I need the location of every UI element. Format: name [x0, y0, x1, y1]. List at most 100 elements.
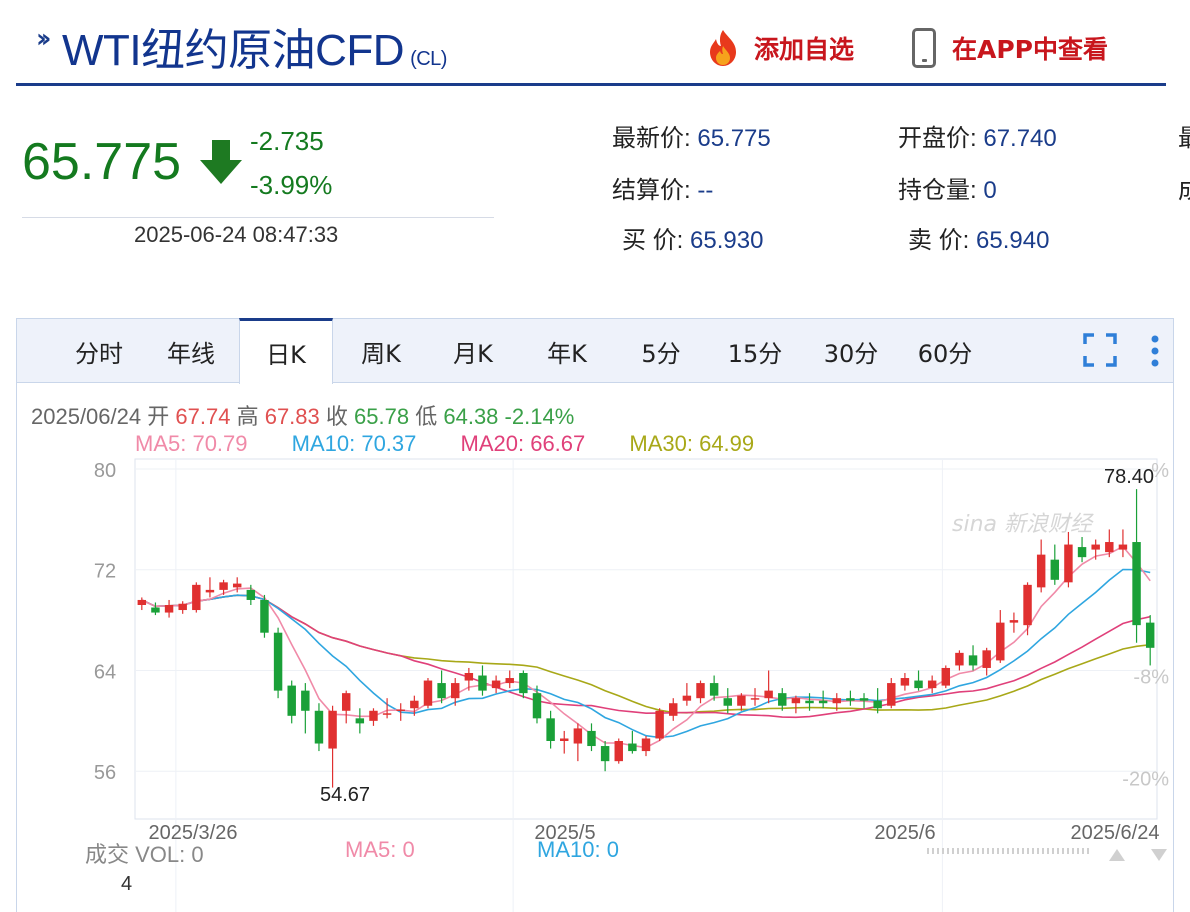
candle-body	[341, 693, 351, 711]
ma10-value: MA10: 70.37	[291, 431, 417, 456]
more-vertical-icon[interactable]	[1147, 331, 1163, 371]
candle-body	[573, 728, 583, 744]
candle-body	[805, 700, 814, 704]
tab-30min[interactable]: 30分	[823, 339, 879, 368]
quote-clipped: 成	[1178, 170, 1190, 205]
instrument-name: WTI纽约原油CFD	[62, 26, 405, 75]
candle-body	[369, 710, 378, 721]
quote-open-interest: 持仓量: 0	[898, 170, 997, 205]
tab-daily-k[interactable]: 日K	[239, 318, 333, 384]
ohlc-close: 65.78	[354, 404, 410, 429]
scroll-up-icon	[1109, 849, 1125, 861]
ma20-value: MA20: 66.67	[460, 431, 586, 456]
candle-body	[1064, 544, 1073, 583]
tab-yearly-k[interactable]: 年K	[547, 339, 587, 368]
candle-body	[164, 605, 174, 613]
tab-weekly-k[interactable]: 周K	[361, 339, 401, 368]
candle-body	[260, 599, 269, 633]
quote-settle: 结算价: --	[612, 170, 713, 205]
quote-label: 结算价:	[612, 177, 691, 204]
candle-body	[955, 652, 964, 666]
ohlc-high: 67.83	[264, 404, 320, 429]
quote-ask: 卖 价: 65.940	[908, 220, 1049, 255]
candle-body	[709, 683, 719, 696]
candle-body	[355, 718, 365, 724]
candle-body	[328, 710, 337, 749]
candle-body	[750, 698, 760, 700]
quote-value: 0	[983, 177, 997, 204]
add-watchlist-button[interactable]: 添加自选	[704, 28, 854, 68]
open-app-button[interactable]: 在APP中查看	[912, 28, 1108, 68]
candle-body	[682, 695, 692, 701]
tab-year-line[interactable]: 年线	[167, 339, 215, 368]
candle-body	[560, 738, 569, 741]
candle-body	[410, 700, 419, 709]
quote-last: 最新价: 65.775	[612, 118, 771, 153]
tab-monthly-k[interactable]: 月K	[453, 339, 493, 368]
ma30-value: MA30: 64.99	[629, 431, 755, 456]
ohlc-readout: 2025/06/24 开 67.74 高 67.83 收 65.78 低 64.…	[31, 399, 574, 431]
candle-body	[273, 632, 283, 691]
candle-body	[301, 690, 310, 711]
ohlc-low: 64.38	[443, 404, 499, 429]
quote-label: 最新价:	[612, 125, 691, 152]
candle-body	[587, 730, 596, 747]
candle-body	[1118, 544, 1128, 550]
candle-body	[178, 603, 187, 611]
candle-body	[1105, 542, 1114, 553]
tab-intraday[interactable]: 分时	[75, 339, 123, 368]
quote-value: 65.940	[976, 227, 1050, 254]
candle-body	[764, 690, 773, 699]
quote-clipped: 最	[1178, 118, 1190, 153]
quote-open: 开盘价: 67.740	[898, 118, 1057, 153]
candle-body	[396, 709, 405, 712]
candle-body	[423, 680, 433, 706]
chart-panel: 分时 年线 日K 周K 月K 年K 5分 15分 30分 60分 2025/06…	[16, 318, 1174, 912]
candle-body	[519, 673, 528, 694]
candle-body	[451, 683, 460, 699]
price-summary: 65.775 -2.735 -3.99%	[22, 110, 494, 218]
price-change-percent: -3.99%	[250, 170, 333, 200]
candle-body	[137, 599, 147, 605]
quote-value: --	[697, 177, 714, 204]
ohlc-close-label: 收	[325, 404, 348, 429]
ohlc-pct: -2.14%	[504, 404, 575, 429]
last-price: 65.775	[22, 133, 182, 191]
ma5-value: MA5: 70.79	[135, 431, 248, 456]
candle-body	[478, 675, 487, 691]
ohlc-high-label: 高	[236, 404, 259, 429]
candle-body	[791, 698, 801, 704]
quote-value: 65.775	[697, 125, 771, 152]
period-tabs: 分时 年线 日K 周K 月K 年K 5分 15分 30分 60分	[17, 318, 1173, 384]
fullscreen-icon[interactable]	[1083, 333, 1117, 367]
candlestick-chart: 80 72 64 56% -8% -20% sina 新浪财经 78.40 54.67 2025/…	[94, 458, 1169, 912]
candle-body	[737, 695, 746, 706]
tab-15min[interactable]: 15分	[727, 339, 783, 368]
tab-60min[interactable]: 60分	[917, 339, 973, 368]
x-axis-label: 2025/3/26	[149, 822, 238, 844]
flame-icon	[710, 30, 736, 66]
volume-legend: 成交 VOL: 0 MA5: 0 MA10: 0	[85, 837, 619, 869]
y-tick-label: 80	[94, 460, 116, 482]
candle-body	[600, 746, 610, 762]
ohlc-open-label: 开	[147, 404, 170, 429]
candle-body	[723, 698, 732, 706]
x-axis-label: 2025/5	[534, 822, 595, 844]
low-marker: 54.67	[320, 784, 370, 806]
ohlc-open: 67.74	[175, 404, 231, 429]
candle-body	[628, 743, 637, 752]
percent-tick-label: -8%	[1133, 667, 1169, 689]
price-change: -2.735	[250, 126, 324, 156]
ohlc-date: 2025/06/24	[31, 404, 142, 429]
candle-body	[873, 700, 882, 709]
candle-body	[669, 703, 678, 716]
y-tick-label: 64	[94, 661, 116, 683]
candle-body	[205, 589, 215, 593]
quote-value: 65.930	[690, 227, 764, 254]
arrow-down-icon	[200, 140, 242, 184]
candle-body	[287, 685, 296, 716]
tab-5min[interactable]: 5分	[641, 339, 681, 368]
candle-body	[1036, 554, 1046, 588]
candle-body	[914, 680, 923, 689]
volume-axis-tick: 4	[121, 873, 133, 895]
